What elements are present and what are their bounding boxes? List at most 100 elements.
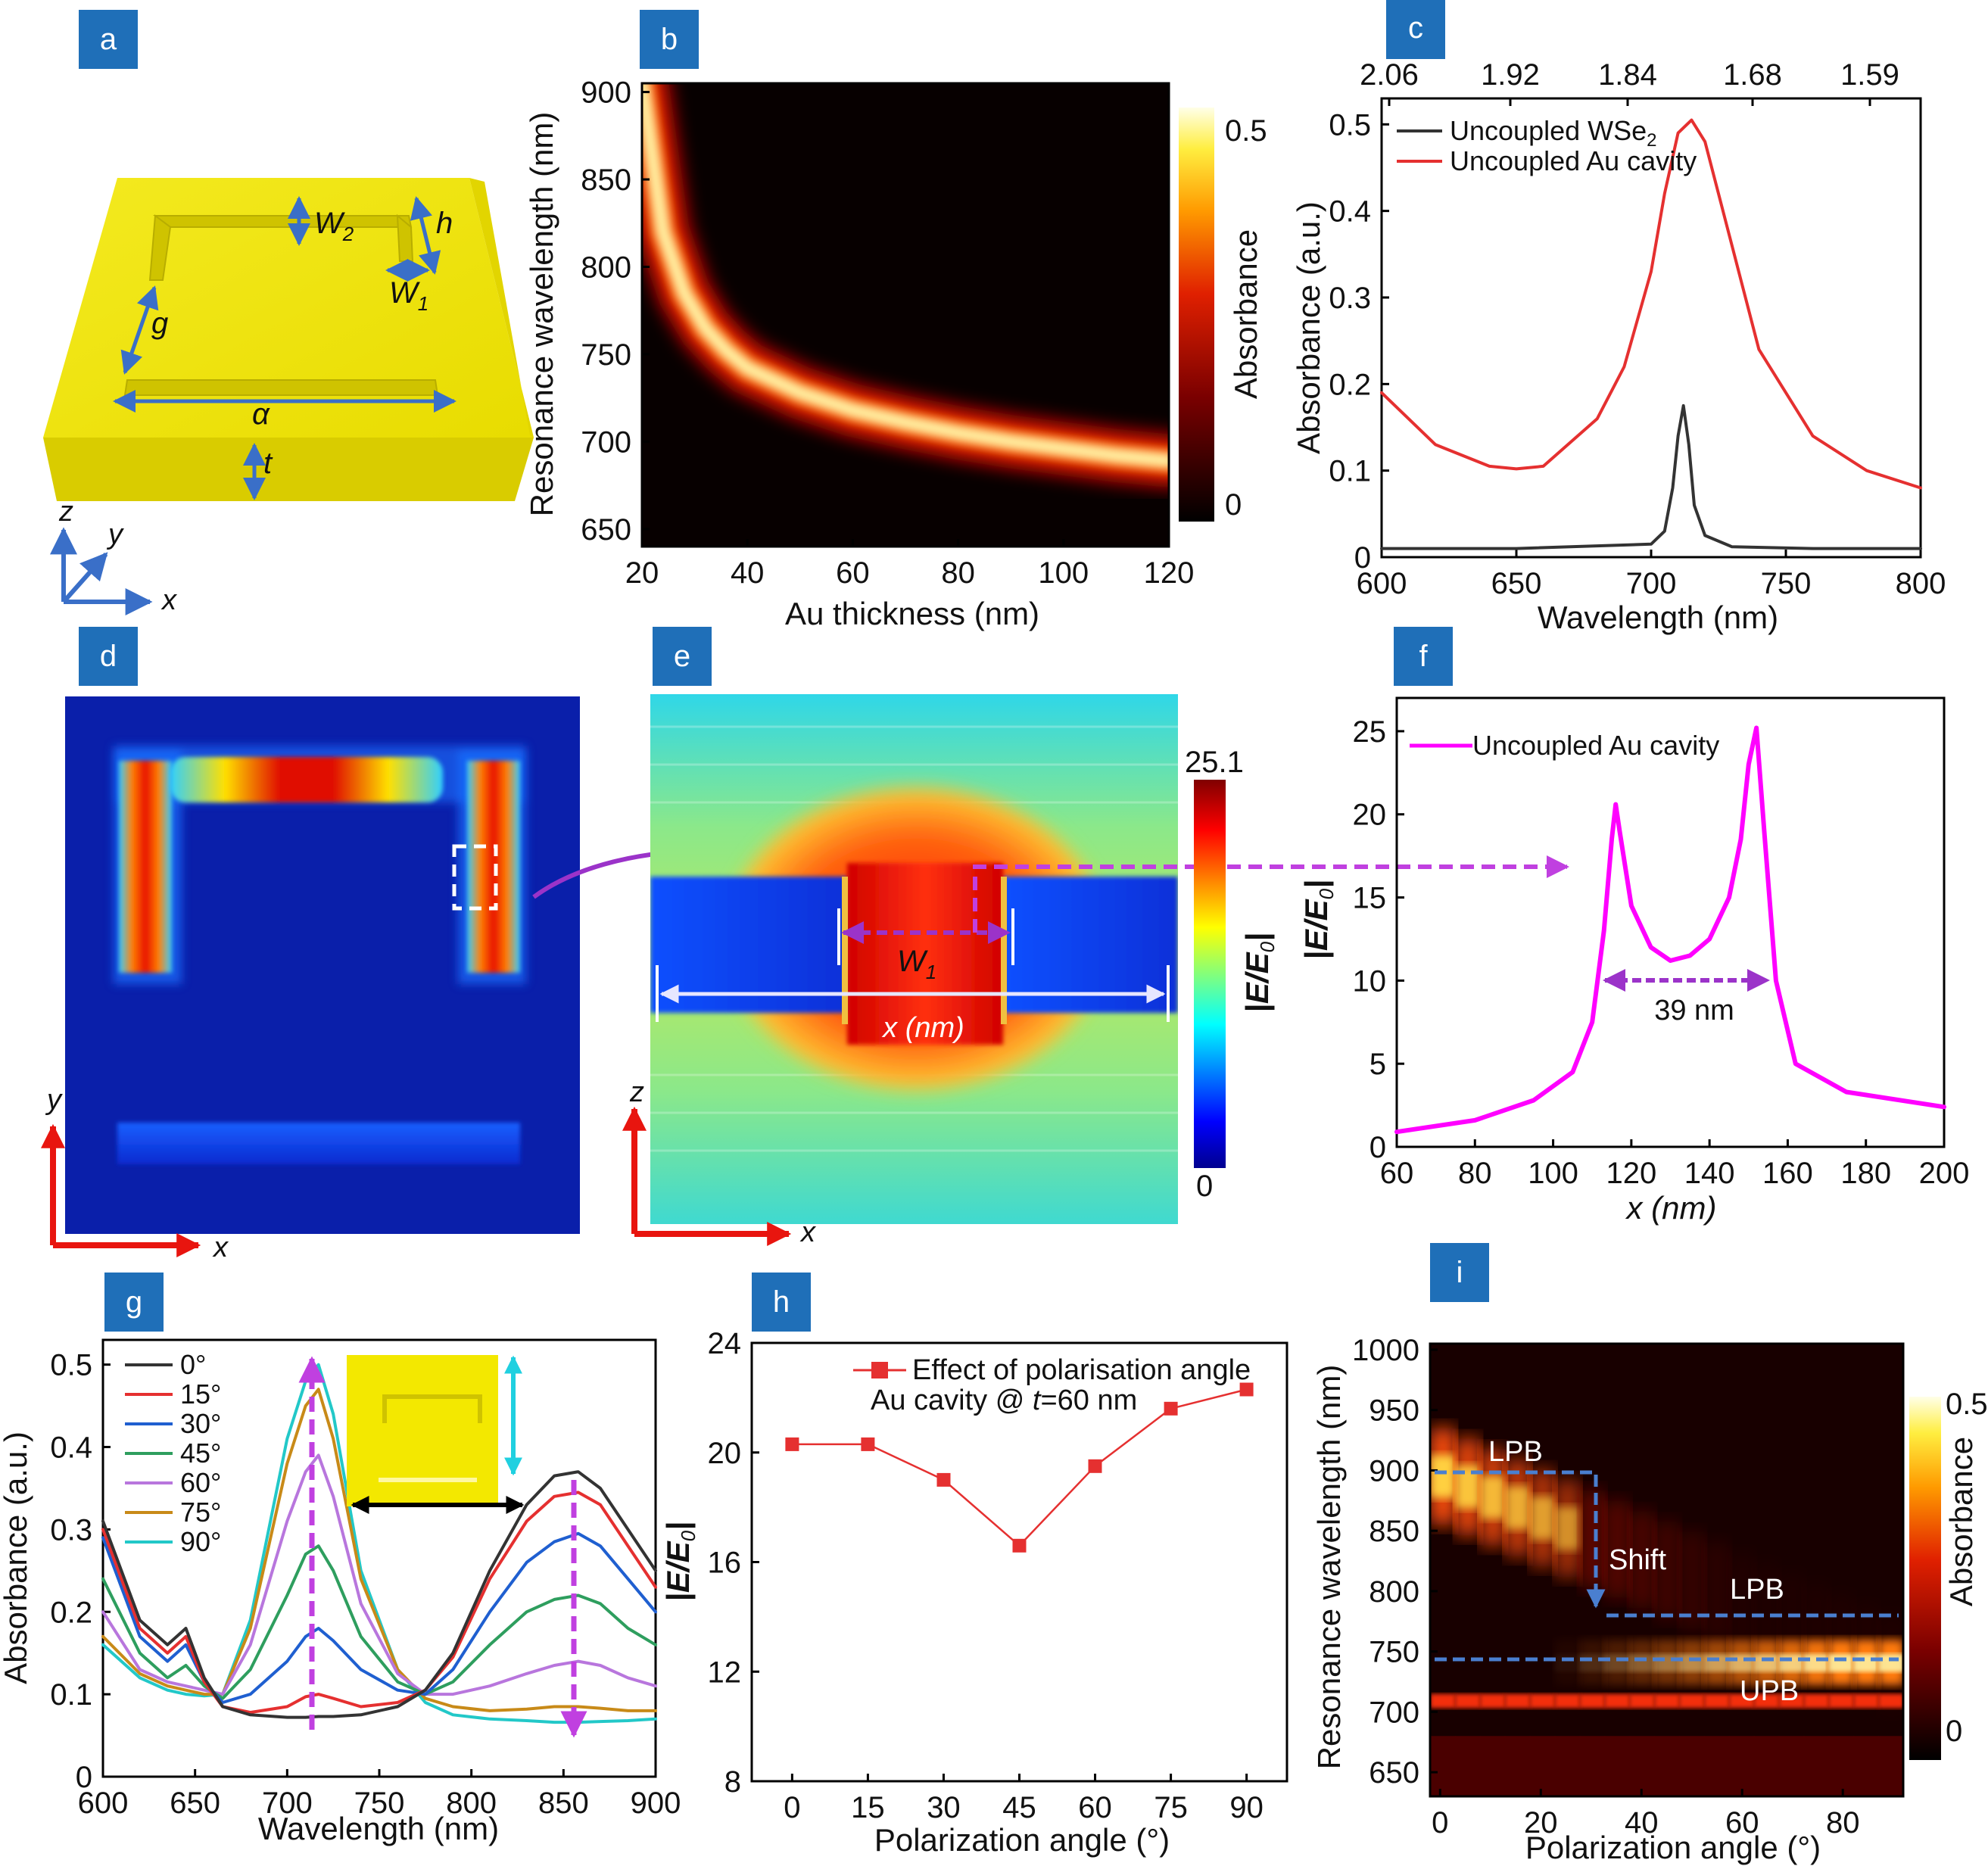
- upb-cell-i: [1504, 1693, 1531, 1709]
- y-tick-label: 950: [1369, 1394, 1419, 1428]
- inset-g: [347, 1355, 525, 1514]
- y-tick-label: 800: [581, 251, 631, 284]
- t-label: t: [263, 447, 273, 480]
- x-tick-label: 100: [1038, 556, 1089, 590]
- bottom-bar-field: [117, 1123, 520, 1164]
- w1-label: W1: [389, 276, 428, 315]
- y-tick-label: 850: [1369, 1515, 1419, 1548]
- x-tick-label: 60: [1725, 1806, 1759, 1840]
- x-tick-label: 120: [1606, 1157, 1656, 1190]
- alpha-label: α: [252, 397, 270, 431]
- panel-label-g: g: [126, 1285, 142, 1319]
- lpb-right-core-i: [1753, 1653, 1780, 1672]
- legend-label-g: 75°: [180, 1497, 221, 1528]
- bg-band-i: [1579, 1736, 1606, 1796]
- y-tick-label: 900: [581, 76, 631, 110]
- y-tick-label: 0.4: [50, 1431, 92, 1465]
- subtitle-h: Au cavity @ t=60 nm: [871, 1385, 1137, 1416]
- x-tick-label: 20: [1524, 1806, 1558, 1840]
- panel-i-heatmap: 0 20 40 60 80 650 700 750 800 850 900 950 1000 LPB S…: [1311, 1334, 1988, 1865]
- x-tick-label: 800: [446, 1787, 497, 1820]
- x-tick-label: 100: [1528, 1157, 1578, 1190]
- x-tick-label: 600: [1357, 567, 1407, 600]
- bg-band-i: [1504, 1736, 1531, 1796]
- cbar-i-tick-min: 0: [1946, 1715, 1962, 1748]
- y-tick-label: 0: [76, 1761, 92, 1794]
- x-tick-label: 20: [625, 556, 659, 590]
- y-tick-label: 700: [581, 425, 631, 459]
- series-line-g: [101, 1388, 657, 1712]
- legend-label-g: 45°: [180, 1438, 221, 1469]
- axes-e: [622, 1106, 792, 1246]
- w1-label-e: W1: [897, 945, 936, 983]
- upb-cell-i: [1454, 1693, 1481, 1709]
- x-tick-label: 200: [1919, 1157, 1970, 1190]
- bg-band-i: [1678, 1736, 1705, 1796]
- lpb-right-core-i: [1629, 1653, 1656, 1672]
- bg-band-i: [1753, 1736, 1780, 1796]
- series-line-f: [1394, 725, 1946, 1135]
- legend-h: Effect of polarisation angle: [912, 1354, 1251, 1386]
- y-tick-label: 25: [1353, 715, 1387, 749]
- series-line-c: [1380, 118, 1922, 490]
- axis-z-a: z: [58, 496, 73, 528]
- y-tick-label: 650: [1369, 1756, 1419, 1790]
- x-tick-label: 60: [1078, 1791, 1112, 1824]
- y-tick-label: 0.4: [1329, 195, 1371, 229]
- xnm-label-e: x (nm): [881, 1012, 964, 1044]
- panel-label-i: i: [1457, 1256, 1463, 1289]
- lpb-left-label: LPB: [1488, 1436, 1543, 1468]
- colorbar-e-label: |E/E0|: [1239, 933, 1279, 1013]
- lpb-cell-i: [1728, 1553, 1755, 1649]
- lpb-right-core-i: [1878, 1653, 1903, 1672]
- axis-x-d: x: [212, 1232, 229, 1263]
- x-tick-label: 75: [1154, 1791, 1188, 1824]
- panel-label-e: e: [674, 640, 690, 673]
- x-tick-label: 90: [1229, 1791, 1264, 1824]
- colorbar-i: [1909, 1397, 1941, 1760]
- axis-c-xlabel: Wavelength (nm): [1538, 600, 1778, 635]
- bg-band-i: [1604, 1736, 1631, 1796]
- y-tick-label: 15: [1353, 882, 1387, 915]
- y-tick-label: 700: [1369, 1696, 1419, 1729]
- y-tick-label: 0: [1354, 541, 1371, 575]
- lpb-right-core-i: [1803, 1653, 1830, 1672]
- x-tick-label: 30: [927, 1791, 961, 1824]
- panel-labels: a b c d e f g h i: [79, 0, 1489, 1332]
- axis-b-xlabel: Au thickness (nm): [785, 596, 1039, 631]
- upb-cell-i: [1753, 1693, 1780, 1709]
- upb-cell-i: [1529, 1693, 1556, 1709]
- upb-cell-i: [1430, 1693, 1456, 1709]
- bg-band-i: [1728, 1736, 1755, 1796]
- x-tick-label: 700: [1626, 567, 1677, 600]
- upb-cell-i: [1803, 1693, 1830, 1709]
- x-tick-label: 900: [631, 1787, 681, 1820]
- block-front-face: [43, 438, 534, 501]
- legend-label-g: 0°: [180, 1349, 206, 1380]
- lpb-cell-i: [1654, 1522, 1680, 1618]
- lpb-core-i: [1554, 1506, 1581, 1550]
- x-tick-label: 40: [731, 556, 765, 590]
- x-tick-label: 180: [1840, 1157, 1891, 1190]
- colorbar-b: [1179, 107, 1214, 522]
- axis-y-d: y: [45, 1084, 63, 1116]
- lpb-right-core-i: [1604, 1653, 1631, 1672]
- upb-cell-i: [1778, 1693, 1805, 1709]
- panel-label-h: h: [773, 1285, 790, 1319]
- x-tick-label: 700: [262, 1787, 313, 1820]
- legend-label-g: 90°: [180, 1526, 221, 1557]
- bg-band-i: [1878, 1736, 1903, 1796]
- lpb-right-core-i: [1678, 1653, 1705, 1672]
- y-tick-label: 0.1: [1329, 455, 1371, 488]
- x-tick-label: 650: [170, 1787, 220, 1820]
- panel-h-line-chart: 0 15 30 45 60 75 90 8 12 16 20 24 Effect of polaris…: [660, 1327, 1288, 1858]
- bg-band-i: [1654, 1736, 1680, 1796]
- series-line-g: [101, 1531, 657, 1704]
- panel-g-line-chart: 600 650 700 750 800 850 900 0 0.1 0.2 0.3 0.4 0.5 0°…: [0, 1338, 681, 1846]
- x-tick-label: 0: [784, 1791, 800, 1824]
- y-tick-label: 800: [1369, 1575, 1419, 1609]
- x-tick-label: 60: [1380, 1157, 1414, 1190]
- lpb-right-core-i: [1654, 1653, 1680, 1672]
- y-tick-label: 750: [1369, 1636, 1419, 1669]
- panel-label-b: b: [661, 23, 678, 56]
